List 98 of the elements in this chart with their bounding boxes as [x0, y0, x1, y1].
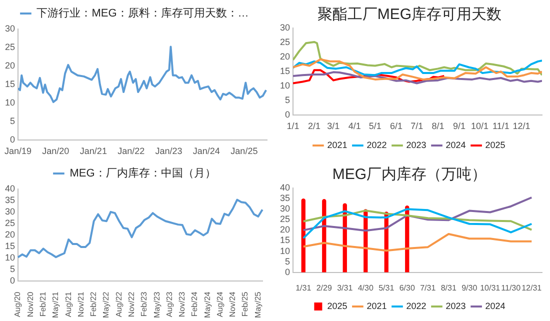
y-tick-label: 25	[280, 37, 290, 48]
x-tick-label: 4/1	[348, 121, 361, 132]
y-tick-label: 15	[280, 66, 290, 76]
x-tick-label: 9/30	[462, 283, 478, 292]
bar	[301, 198, 306, 272]
legend-label: 2021	[327, 140, 348, 150]
y-tick-label: 10	[4, 252, 16, 262]
y-tick-label: 35	[280, 193, 290, 204]
y-tick-label: 5	[10, 264, 16, 274]
x-tick-label: 4/30	[358, 283, 374, 292]
y-tick-label: 30	[280, 22, 290, 32]
x-tick-label: 5/1	[368, 121, 382, 132]
y-tick-label: 20	[4, 229, 16, 240]
legend-label: 下游行业：MEG：原料：库存可用天数：…	[36, 6, 249, 20]
y-tick-label: 15	[280, 235, 290, 246]
x-tick-label: May/23	[152, 291, 162, 318]
y-tick-label: 30	[4, 206, 16, 216]
x-tick-label: Jan/22	[118, 146, 145, 156]
legend-label: 2025	[327, 300, 348, 311]
x-tick-label: Aug/22	[114, 291, 124, 318]
y-tick-label: 10	[280, 246, 290, 256]
legend-label: 2021	[366, 300, 387, 311]
x-tick-label: 8/1	[432, 121, 444, 132]
y-tick-label: 5	[284, 256, 290, 266]
y-tick-label: 15	[4, 79, 16, 90]
x-tick-label: 2/1	[308, 121, 320, 132]
x-tick-label: May/24	[202, 291, 212, 318]
legend-label: 2022	[366, 140, 387, 150]
x-tick-label: Jan/21	[80, 146, 107, 156]
legend-label: MEG：厂内库存：中国（月）	[70, 166, 216, 180]
y-tick-label: 5	[284, 95, 290, 106]
y-tick-label: 25	[4, 42, 16, 52]
y-tick-label: 10	[4, 98, 16, 108]
y-tick-label: 30	[4, 23, 16, 34]
y-tick-label: 20	[280, 224, 290, 235]
legend-label: 2024	[446, 140, 466, 150]
x-tick-label: 3/1	[327, 121, 340, 132]
x-tick-label: Nov/22	[126, 291, 136, 318]
x-tick-label: Nov/23	[178, 291, 187, 318]
x-tick-label: Nov/24	[228, 291, 238, 318]
x-tick-label: Jan/20	[42, 146, 70, 156]
x-tick-label: 5/31	[378, 283, 395, 292]
y-tick-label: 0	[10, 275, 16, 286]
legend-label: 2024	[485, 300, 506, 311]
y-tick-label: 20	[280, 52, 290, 62]
y-tick-label: 5	[10, 116, 16, 126]
x-tick-label: May/22	[102, 291, 111, 318]
y-tick-label: 0	[284, 266, 290, 277]
x-tick-label: 1/1	[286, 121, 300, 132]
y-tick-label: 10	[280, 80, 290, 91]
x-tick-label: 11/30	[501, 283, 522, 292]
y-tick-label: 35	[4, 194, 16, 205]
x-tick-label: Jan/25	[230, 146, 258, 156]
x-tick-label: 9/1	[452, 121, 466, 132]
x-tick-label: Nov/21	[76, 291, 86, 318]
x-tick-label: Aug/24	[215, 291, 224, 318]
x-tick-label: 3/31	[337, 283, 354, 292]
x-tick-label: May/21	[51, 291, 60, 318]
y-tick-label: 40	[280, 182, 290, 192]
x-tick-label: Aug/21	[64, 291, 73, 318]
chart-title: MEG厂内库存（万吨）	[332, 166, 487, 184]
chart-title: 聚酯工厂MEG库存可用天数	[317, 6, 502, 24]
x-tick-label: Feb/21	[38, 291, 48, 317]
x-tick-label: 8/31	[440, 283, 457, 292]
x-tick-label: 12/31	[522, 283, 542, 292]
x-tick-label: Jan/24	[192, 146, 220, 156]
x-tick-label: Feb/23	[140, 291, 149, 317]
x-tick-label: Jan/23	[155, 146, 182, 156]
x-tick-label: 10/31	[480, 283, 501, 292]
y-tick-label: 0	[284, 110, 290, 120]
x-tick-label: Nov/20	[26, 291, 35, 318]
x-tick-label: Feb/22	[89, 291, 98, 317]
y-tick-label: 25	[280, 214, 290, 224]
legend-label: 2023	[446, 300, 466, 311]
x-tick-label: Aug/23	[164, 291, 174, 318]
x-tick-label: 12/1	[512, 121, 530, 132]
x-tick-label: 11/1	[492, 121, 510, 132]
legend-label: 2022	[406, 300, 426, 311]
x-tick-label: May/25	[253, 291, 262, 318]
legend-label: 2025	[485, 140, 506, 150]
x-tick-label: 7/31	[420, 283, 436, 292]
x-tick-label: Feb/24	[190, 291, 200, 317]
y-tick-label: 25	[4, 218, 16, 228]
x-tick-label: 6/30	[399, 283, 416, 292]
y-tick-label: 0	[10, 134, 16, 145]
x-tick-label: Feb/25	[240, 291, 250, 317]
x-tick-label: 1/31	[296, 283, 312, 292]
x-tick-label: Jan/19	[4, 146, 32, 156]
y-tick-label: 40	[4, 183, 16, 194]
x-tick-label: 6/1	[390, 121, 403, 132]
x-tick-label: 7/1	[410, 121, 424, 132]
x-tick-label: Aug/20	[13, 291, 22, 318]
y-tick-label: 30	[280, 204, 290, 214]
y-tick-label: 20	[4, 60, 16, 71]
x-tick-label: 10/1	[470, 121, 489, 132]
y-tick-label: 15	[4, 240, 16, 251]
legend-label: 2023	[406, 140, 426, 150]
x-tick-label: 2/29	[316, 283, 332, 292]
